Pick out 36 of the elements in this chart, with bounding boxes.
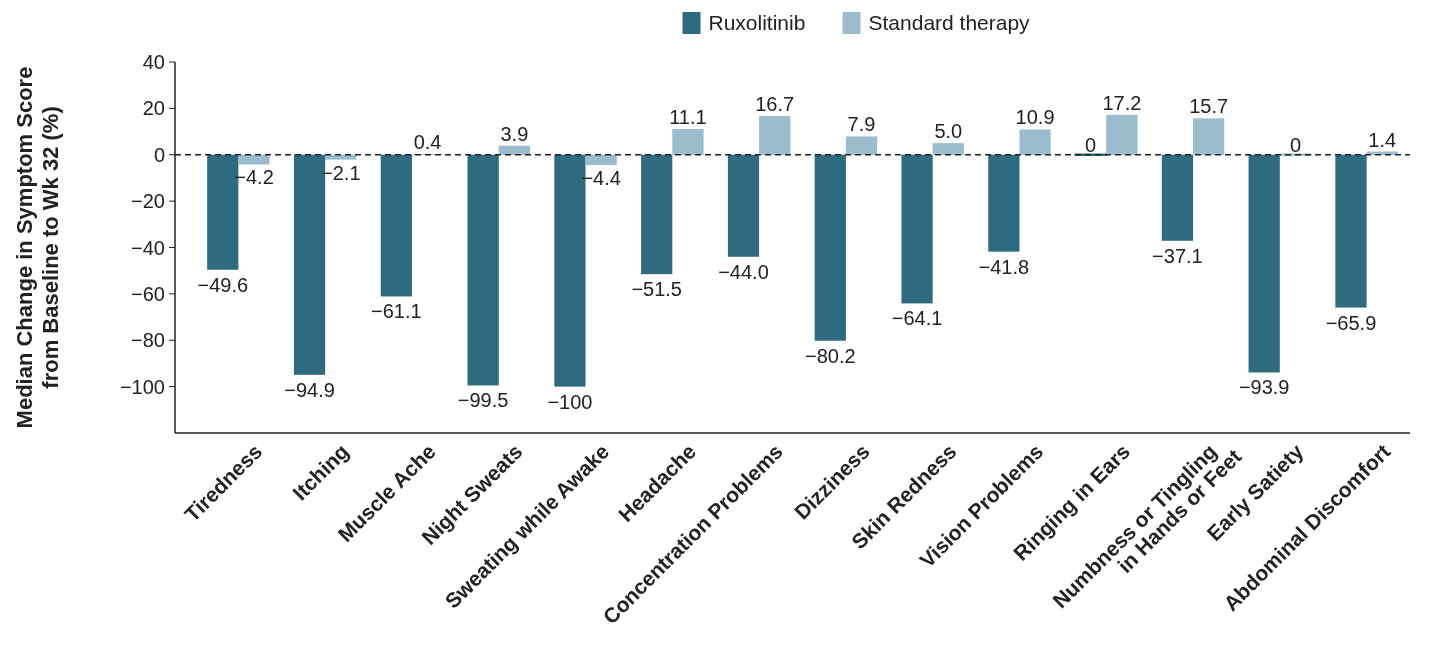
data-label: 11.1: [669, 106, 707, 129]
data-label: −49.6: [197, 273, 249, 296]
data-label: −44.0: [718, 260, 769, 283]
data-label: 15.7: [1189, 95, 1229, 118]
data-label: −100: [547, 390, 593, 413]
data-label: −80.2: [804, 344, 856, 367]
data-label: 0: [1289, 133, 1302, 156]
data-label: 10.9: [1015, 106, 1055, 129]
data-label: −99.5: [457, 389, 509, 412]
data-label: 17.2: [1102, 91, 1142, 114]
data-label: 0: [1085, 133, 1097, 156]
data-label: 5.0: [934, 120, 963, 143]
data-label: 1.4: [1368, 128, 1397, 151]
data-label: 3.9: [500, 122, 529, 145]
data-label: −65.9: [1325, 311, 1377, 334]
data-label: 0.4: [413, 130, 442, 153]
legend-label: Standard therapy: [868, 11, 1031, 35]
legend-label: Ruxolitinib: [708, 11, 806, 35]
data-label: 7.9: [847, 113, 876, 136]
y-axis-title: Median Change in Symptom Score from Baseline to Wk 32 (%): [11, 66, 64, 429]
data-label: 16.7: [755, 93, 795, 116]
data-label: −64.1: [891, 307, 943, 330]
data-label: −41.8: [978, 255, 1030, 278]
y-tick-label: −20: [131, 190, 165, 213]
data-label: −61.1: [371, 300, 422, 323]
data-label: −51.5: [631, 278, 682, 301]
y-tick-label: −100: [119, 375, 165, 398]
y-tick-label: −60: [131, 282, 165, 305]
y-tick-label: 20: [142, 97, 165, 120]
data-label: −93.9: [1238, 376, 1290, 399]
y-tick-label: −40: [131, 236, 165, 259]
data-label: −37.1: [1152, 244, 1203, 267]
y-tick-label: 0: [153, 143, 165, 166]
data-label: −94.9: [284, 378, 335, 401]
y-tick-label: −80: [131, 329, 165, 352]
y-tick-label: 40: [142, 51, 165, 73]
